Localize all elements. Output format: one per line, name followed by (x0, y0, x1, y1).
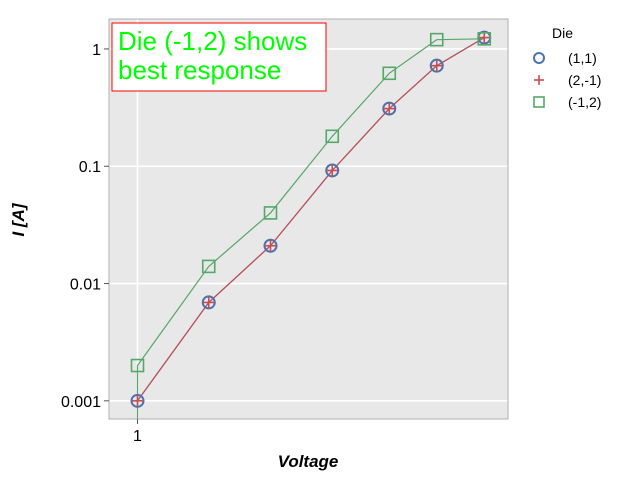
series-line-2 (137, 38, 485, 366)
data-point (130, 358, 145, 373)
y-tick-label: 0.1 (79, 159, 101, 176)
y-tick-label: 0.01 (70, 277, 101, 294)
y-tick-label: 0.001 (61, 394, 101, 411)
data-point (131, 394, 144, 407)
x-axis-label: Voltage (278, 452, 339, 471)
data-point (326, 164, 339, 177)
legend-marker (533, 96, 545, 108)
legend-marker (533, 52, 545, 64)
annotation-line-1: Die (-1,2) shows (118, 26, 307, 56)
x-tick-label: 1 (133, 428, 142, 445)
legend: Die (1,1) (2,-1) (-1,2) (533, 25, 601, 110)
data-point (263, 206, 278, 220)
data-point (383, 102, 396, 115)
y-tick-label: 1 (92, 42, 101, 59)
legend-items: (1,1) (2,-1) (-1,2) (533, 50, 601, 110)
annotation-line-2: best response (118, 55, 281, 85)
data-point (202, 296, 215, 309)
data-point (264, 239, 277, 252)
plot-frame (108, 18, 509, 420)
ticks: 0.001 0.01 0.1 1 1 (61, 42, 142, 445)
data-point (382, 66, 397, 81)
legend-label: (2,-1) (568, 72, 601, 88)
series-points (130, 30, 492, 408)
legend-label: (-1,2) (568, 94, 601, 110)
data-point (429, 32, 444, 47)
legend-label: (1,1) (568, 50, 597, 66)
data-point (325, 129, 340, 144)
data-point (477, 32, 492, 46)
data-point (430, 59, 443, 72)
annotation-frame (111, 22, 327, 92)
legend-title: Die (552, 25, 573, 41)
data-point (201, 259, 216, 274)
y-axis-label: I [A] (9, 202, 28, 236)
annotation-box: Die (-1,2) shows best response (111, 22, 327, 92)
legend-marker (534, 75, 544, 85)
